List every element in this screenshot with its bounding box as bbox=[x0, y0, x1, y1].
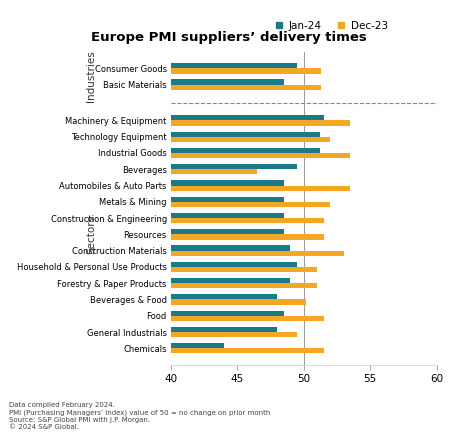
Bar bbox=[171, 234, 324, 240]
Bar bbox=[171, 115, 324, 120]
Text: Europe PMI suppliers’ delivery times: Europe PMI suppliers’ delivery times bbox=[91, 31, 367, 44]
Bar bbox=[171, 148, 320, 153]
Bar bbox=[171, 185, 350, 191]
Bar bbox=[171, 267, 317, 272]
Bar bbox=[171, 85, 321, 90]
Bar bbox=[171, 153, 350, 158]
Bar bbox=[171, 218, 324, 223]
Bar bbox=[171, 120, 350, 126]
Bar bbox=[171, 343, 224, 348]
Bar bbox=[171, 79, 284, 85]
Text: Data compiled February 2024.
PMI (Purchasing Managers’ Index) value of 50 = no c: Data compiled February 2024. PMI (Purcha… bbox=[9, 402, 270, 430]
Bar bbox=[171, 283, 317, 288]
Bar bbox=[171, 63, 297, 68]
Bar bbox=[171, 327, 277, 332]
Bar bbox=[171, 169, 257, 174]
Bar bbox=[171, 332, 297, 337]
Bar bbox=[171, 68, 321, 73]
Bar bbox=[171, 132, 320, 137]
Bar bbox=[171, 197, 284, 202]
Bar bbox=[171, 278, 291, 283]
Bar bbox=[171, 202, 330, 207]
Bar bbox=[171, 137, 330, 142]
Bar bbox=[171, 246, 291, 250]
Text: Sectors: Sectors bbox=[86, 215, 96, 254]
Bar bbox=[171, 294, 277, 299]
Bar bbox=[171, 250, 344, 256]
Bar bbox=[171, 213, 284, 218]
Legend: Jan-24, Dec-23: Jan-24, Dec-23 bbox=[268, 16, 392, 35]
Bar bbox=[171, 299, 306, 305]
Bar bbox=[171, 181, 284, 185]
Bar bbox=[171, 348, 324, 353]
Bar bbox=[171, 311, 284, 316]
Bar bbox=[171, 262, 297, 267]
Bar bbox=[171, 316, 324, 321]
Bar bbox=[171, 164, 297, 169]
Text: Industries: Industries bbox=[86, 51, 96, 102]
Bar bbox=[171, 229, 284, 234]
